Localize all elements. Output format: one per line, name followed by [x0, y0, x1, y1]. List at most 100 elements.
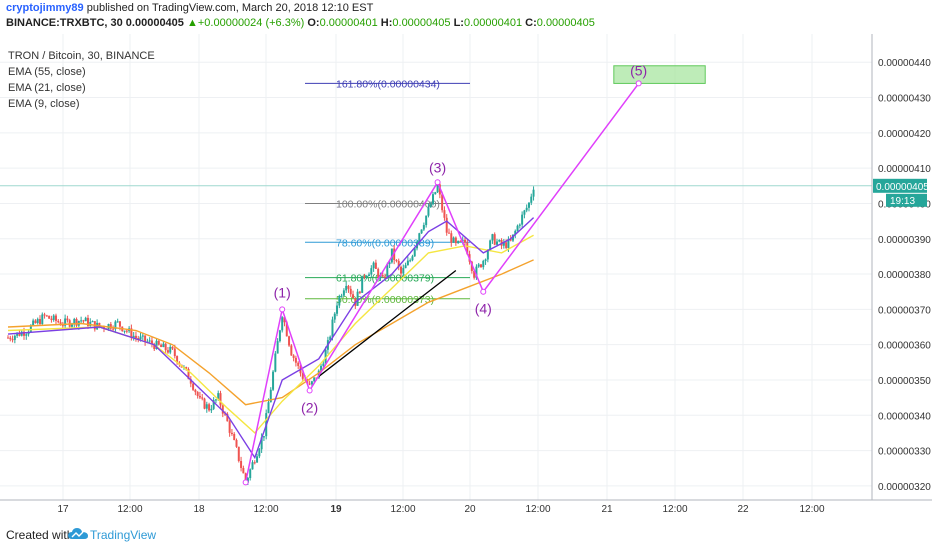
candle [9, 335, 12, 342]
candle-body [91, 321, 94, 323]
candle-body [164, 343, 167, 351]
legend-ema9[interactable]: EMA (9, close) [8, 98, 80, 110]
candle [32, 318, 35, 327]
candle-body [514, 230, 517, 235]
candle-body [292, 355, 295, 358]
wave-point [306, 387, 313, 394]
candle-body [422, 225, 425, 230]
candle-body [251, 462, 254, 470]
low-value: 0.00000401 [463, 17, 523, 29]
candle [297, 361, 300, 370]
candle [409, 258, 412, 263]
candle-body [157, 340, 160, 345]
candle [370, 265, 373, 278]
y-tick-label: 0.00000370 [878, 305, 931, 316]
tradingview-link[interactable]: TradingView [90, 528, 157, 542]
candle-body [491, 234, 494, 241]
candle [342, 288, 345, 297]
candle-body [322, 363, 325, 366]
countdown-badge [886, 193, 927, 207]
candle-body [475, 266, 478, 278]
candle-body [502, 242, 505, 246]
candle-body [450, 233, 453, 243]
candle-body [313, 377, 316, 382]
candle-body [473, 270, 476, 278]
author-link[interactable]: cryptojimmy89 [6, 2, 84, 14]
candle [288, 335, 291, 347]
y-tick-label: 0.00000340 [878, 411, 931, 422]
candle-body [413, 248, 416, 257]
candle [96, 319, 99, 330]
footer: Created with TradingView [0, 520, 932, 550]
candle [448, 228, 451, 234]
candle-body [443, 210, 446, 218]
candle-body [386, 264, 389, 278]
candle-body [18, 332, 21, 336]
candle-body [493, 234, 496, 245]
candle-body [226, 413, 229, 422]
candle-body [361, 276, 364, 293]
candle-body [466, 242, 469, 255]
candle-body [352, 294, 355, 299]
price-chart[interactable]: 161.80%(0.00000434) 100.00%(0.00000400) 78… [0, 34, 932, 520]
fib-level-label: 100.00%(0.00000400) [336, 198, 440, 210]
candle [235, 438, 238, 448]
candle-body [137, 338, 140, 340]
candle-body [310, 381, 313, 385]
candle-body [404, 265, 407, 269]
candle-body [52, 315, 55, 320]
candle-body [285, 322, 288, 337]
candle [356, 288, 359, 306]
legend-ema21[interactable]: EMA (21, close) [8, 82, 86, 94]
wave-label: (4) [475, 301, 492, 317]
candle-body [150, 340, 153, 345]
candle-body [114, 321, 117, 330]
fibonacci-levels: 161.80%(0.00000434) 100.00%(0.00000400) 78… [305, 78, 470, 306]
y-tick-label: 0.00000330 [878, 447, 931, 458]
candle-body [429, 204, 432, 208]
candle [372, 261, 375, 272]
candle [91, 320, 94, 323]
candle [349, 285, 352, 297]
candle-body [84, 317, 87, 322]
candle-body [22, 331, 25, 336]
candle-body [372, 262, 375, 269]
candle-body [498, 239, 501, 242]
candle [258, 447, 261, 459]
candle-body [9, 337, 12, 340]
candle [114, 320, 117, 334]
candle-body [436, 184, 439, 193]
candle [13, 334, 16, 344]
candle [482, 259, 485, 270]
candle [157, 340, 160, 346]
x-tick-label: 17 [57, 504, 69, 515]
candle-body [98, 322, 101, 328]
candle-body [411, 256, 414, 261]
legend-ema55[interactable]: EMA (55, close) [8, 66, 86, 78]
candle [194, 388, 197, 396]
candle-body [363, 276, 366, 278]
candle-body [441, 194, 444, 211]
candle-body [61, 325, 64, 327]
candle [527, 202, 530, 212]
x-tick-label: 18 [193, 504, 205, 515]
candle-body [448, 232, 451, 234]
candle-body [290, 345, 293, 356]
candle-body [484, 259, 487, 261]
wave-point [242, 479, 249, 486]
candle [292, 354, 295, 362]
candle-body [267, 402, 270, 414]
high-label: H: [380, 17, 393, 29]
candle [445, 214, 448, 236]
fib-level-label: 78.60%(0.00000389) [336, 237, 434, 249]
candle [54, 313, 57, 325]
candle [352, 290, 355, 299]
candle-body [246, 478, 249, 483]
candle [203, 397, 206, 410]
candle [388, 261, 391, 269]
candle-body [356, 291, 359, 306]
candle-body [276, 341, 279, 354]
candle [281, 316, 284, 333]
ema-line-ema9 [7, 217, 535, 460]
candle-body [402, 268, 405, 274]
